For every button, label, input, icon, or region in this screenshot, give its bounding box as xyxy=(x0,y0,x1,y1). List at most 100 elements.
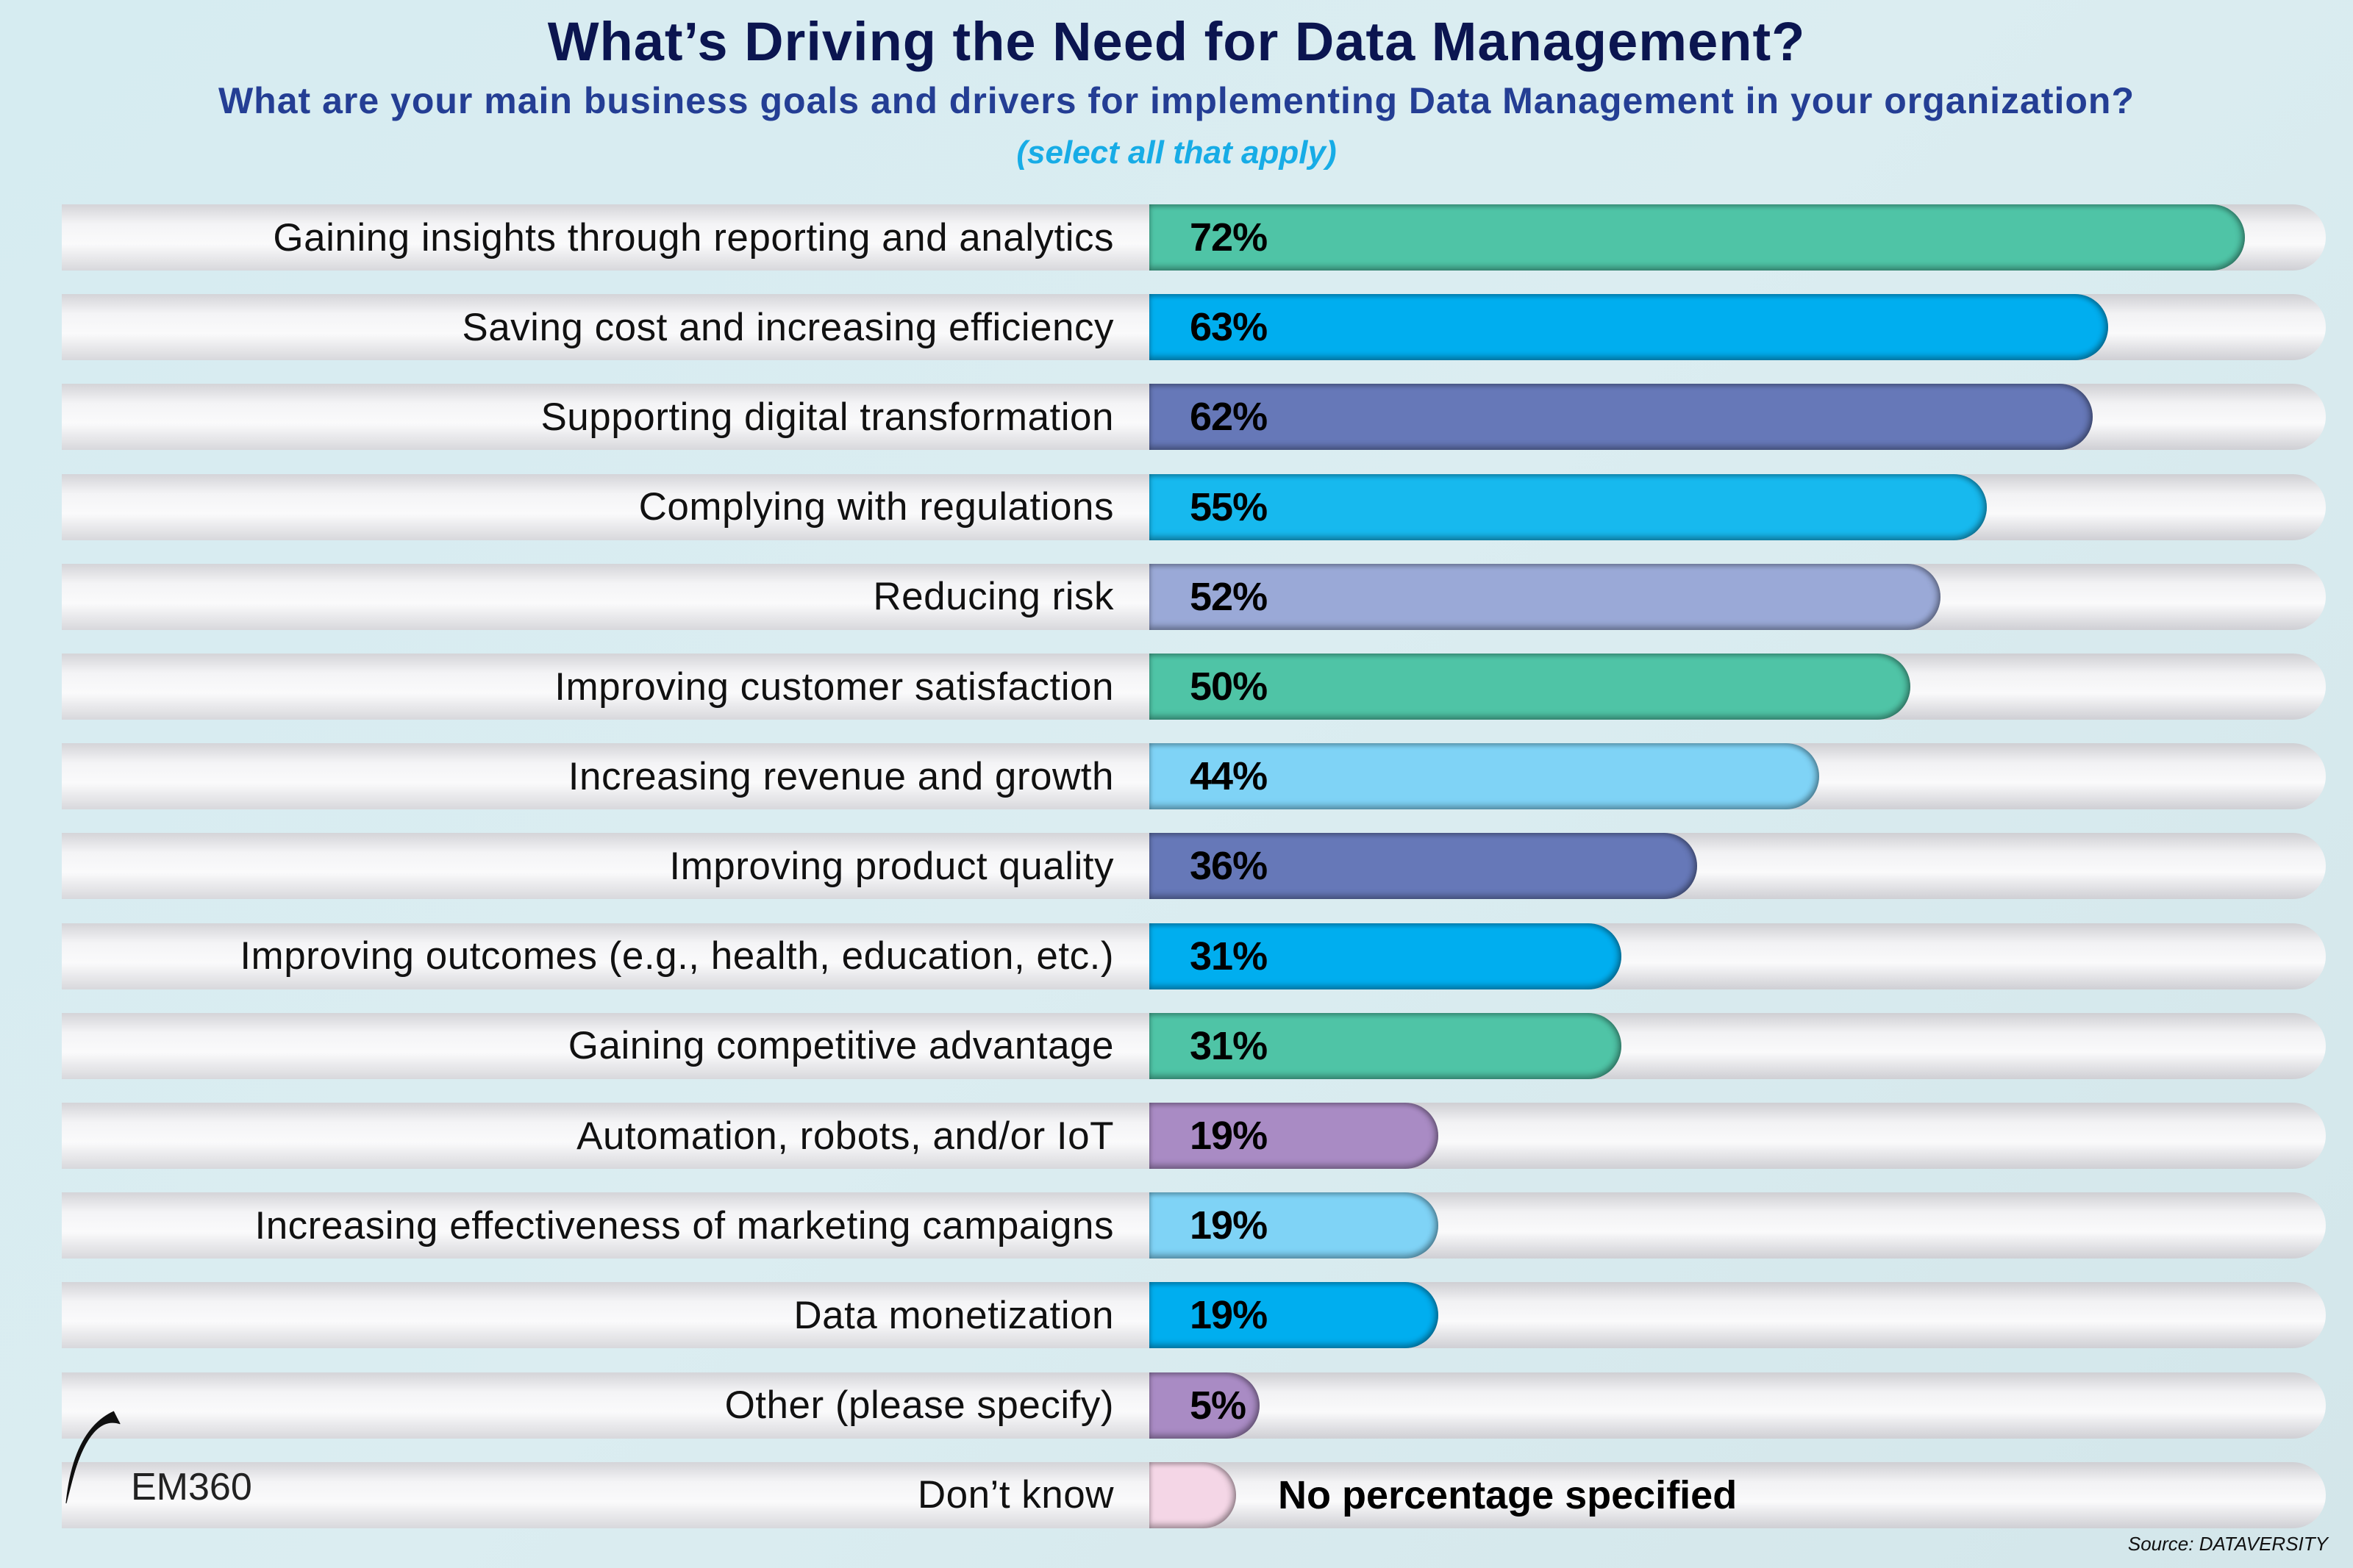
bar-row: Reducing risk 52% xyxy=(62,563,2326,630)
bar-track: 36% xyxy=(1149,833,2326,900)
bar-track: 63% xyxy=(1149,294,2326,361)
category-label-box: Improving customer satisfaction xyxy=(62,654,1149,720)
chart-title: What’s Driving the Need for Data Managem… xyxy=(547,11,1806,72)
data-label: 50% xyxy=(1190,665,1268,709)
bar-row: Data monetization 19% xyxy=(62,1282,2326,1349)
chart-note: (select all that apply) xyxy=(1016,135,1337,171)
bar-track: 19% xyxy=(1149,1192,2326,1259)
bar xyxy=(1149,294,2109,361)
logo-stroke xyxy=(66,1412,115,1501)
bar xyxy=(1149,1372,1260,1439)
data-label: 72% xyxy=(1190,215,1268,259)
data-label: 52% xyxy=(1190,574,1268,619)
bar-track: 19% xyxy=(1149,1103,2326,1169)
data-label: 63% xyxy=(1190,305,1268,350)
bar xyxy=(1149,204,2246,271)
data-label: 5% xyxy=(1190,1383,1246,1428)
bar-track: 62% xyxy=(1149,384,2326,451)
data-label: 44% xyxy=(1190,754,1268,799)
bar-track: 19% xyxy=(1149,1282,2326,1349)
data-label: 62% xyxy=(1190,395,1268,440)
bar xyxy=(1149,743,1819,810)
bar xyxy=(1149,1282,1439,1349)
category-label-box: Other (please specify) xyxy=(62,1372,1149,1439)
category-label: Supporting digital transformation xyxy=(540,395,1114,439)
chart-subtitle: What are your main business goals and dr… xyxy=(218,80,2135,121)
data-label: 36% xyxy=(1190,844,1268,889)
bar-row: Improving customer satisfaction 50% xyxy=(62,654,2326,720)
bar-row: Increasing revenue and growth 44% xyxy=(62,743,2326,810)
bar xyxy=(1149,833,1698,900)
category-label-box: Gaining insights through reporting and a… xyxy=(62,204,1149,271)
logo-stroke xyxy=(66,1412,115,1500)
bar-row: Saving cost and increasing efficiency 63% xyxy=(62,294,2326,361)
logo-stroke xyxy=(73,1422,121,1473)
no-value-label: No percentage specified xyxy=(1278,1472,1738,1517)
category-label-box: Supporting digital transformation xyxy=(62,384,1149,451)
data-label: 31% xyxy=(1190,1023,1268,1068)
category-label: Automation, robots, and/or IoT xyxy=(576,1114,1114,1158)
bar-track: No percentage specified xyxy=(1149,1461,2326,1528)
data-label: 31% xyxy=(1190,934,1268,978)
bar xyxy=(1149,654,1910,720)
bar-row: Don’t know No percentage specified xyxy=(62,1461,2326,1528)
category-label: Reducing risk xyxy=(873,575,1114,619)
logo-text: EM360 xyxy=(131,1466,252,1508)
logo-stroke xyxy=(65,1411,115,1503)
category-label: Improving customer satisfaction xyxy=(554,665,1114,709)
bar-track: 50% xyxy=(1149,654,2326,720)
bar xyxy=(1149,923,1621,989)
bar-row: Automation, robots, and/or IoT 19% xyxy=(62,1103,2326,1169)
category-label-box: Improving outcomes (e.g., health, educat… xyxy=(62,923,1149,989)
bar-track: 5% xyxy=(1149,1372,2326,1439)
bar-row: Complying with regulations 55% xyxy=(62,473,2326,540)
category-label: Improving product quality xyxy=(669,844,1114,888)
category-label-box: Increasing effectiveness of marketing ca… xyxy=(62,1192,1149,1259)
category-label: Increasing effectiveness of marketing ca… xyxy=(254,1203,1114,1247)
bar xyxy=(1149,473,1987,540)
bar-row: Increasing effectiveness of marketing ca… xyxy=(62,1192,2326,1259)
bar-row: Gaining competitive advantage 31% xyxy=(62,1012,2326,1079)
bar-row: Other (please specify) 5% xyxy=(62,1372,2326,1439)
bar xyxy=(1149,1461,1236,1528)
category-label: Saving cost and increasing efficiency xyxy=(462,305,1114,349)
logo-stroke xyxy=(67,1413,115,1498)
category-label-box: Gaining competitive advantage xyxy=(62,1012,1149,1079)
bar-row: Gaining insights through reporting and a… xyxy=(62,204,2326,271)
bar xyxy=(1149,563,1941,630)
category-label-box: Data monetization xyxy=(62,1282,1149,1349)
category-label: Other (please specify) xyxy=(724,1383,1114,1428)
category-label-box: Saving cost and increasing efficiency xyxy=(62,294,1149,361)
category-label: Don’t know xyxy=(917,1473,1114,1517)
bar xyxy=(1149,1012,1621,1079)
bar-row: Improving outcomes (e.g., health, educat… xyxy=(62,923,2326,989)
bar-track: 72% xyxy=(1149,204,2326,271)
bar-track: 31% xyxy=(1149,923,2326,989)
category-label: Complying with regulations xyxy=(638,485,1114,529)
bar xyxy=(1149,1103,1439,1169)
category-label: Increasing revenue and growth xyxy=(568,754,1114,798)
category-label: Improving outcomes (e.g., health, educat… xyxy=(240,934,1114,978)
category-label: Gaining insights through reporting and a… xyxy=(273,215,1114,259)
category-label-box: Increasing revenue and growth xyxy=(62,743,1149,810)
category-label-box: Reducing risk xyxy=(62,563,1149,630)
bar-track: 44% xyxy=(1149,743,2326,810)
bar xyxy=(1149,384,2093,451)
data-label: 19% xyxy=(1190,1293,1268,1338)
em360-logo-icon xyxy=(65,1411,121,1504)
category-label-box: Automation, robots, and/or IoT xyxy=(62,1103,1149,1169)
bar-row: Supporting digital transformation 62% xyxy=(62,384,2326,451)
category-label: Gaining competitive advantage xyxy=(568,1024,1114,1068)
logo-stroke xyxy=(65,1411,115,1504)
category-label: Data monetization xyxy=(793,1293,1114,1337)
bar xyxy=(1149,1192,1439,1259)
logo-stroke xyxy=(67,1414,116,1497)
category-label-box: Complying with regulations xyxy=(62,473,1149,540)
data-label: 19% xyxy=(1190,1114,1268,1158)
data-label: 19% xyxy=(1190,1203,1268,1248)
category-label-box: Don’t know xyxy=(62,1461,1149,1528)
bar-track: 55% xyxy=(1149,473,2326,540)
bar-row: Improving product quality 36% xyxy=(62,833,2326,900)
data-label: 55% xyxy=(1190,484,1268,529)
logo-stroke xyxy=(68,1414,116,1495)
